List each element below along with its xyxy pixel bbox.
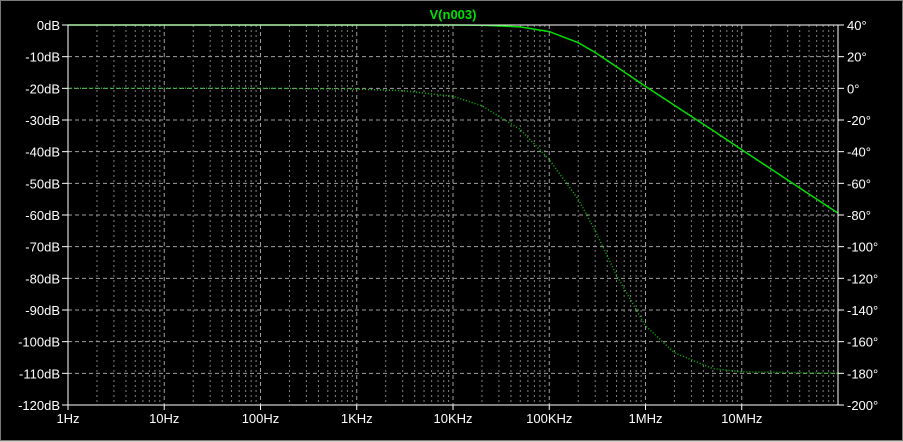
right-tick-label: 40° [847, 18, 867, 33]
right-tick-label: -140° [847, 303, 878, 318]
x-tick-label: 10Hz [149, 411, 179, 426]
left-tick-label: -40dB [25, 145, 60, 160]
grid-lines [67, 24, 838, 406]
left-tick-label: -50dB [25, 176, 60, 191]
x-tick-label: 1MHz [629, 411, 663, 426]
x-tick-label: 100Hz [242, 411, 280, 426]
x-tick-label: 10MHz [721, 411, 762, 426]
left-tick-label: 0dB [37, 18, 60, 33]
left-tick-label: -110dB [19, 366, 60, 381]
x-axis-ticks: 1Hz 10Hz 100Hz 1KHz 10KHz 100KHz 1MHz 10MHz [56, 405, 762, 426]
left-tick-label: -60dB [25, 208, 60, 223]
left-tick-label: -30dB [25, 113, 60, 128]
trace-label[interactable]: V(n003) [430, 7, 477, 22]
right-tick-label: -180° [847, 366, 878, 381]
right-tick-label: -60° [847, 176, 871, 191]
right-axis-ticks: 40° 20° 0° -20° -40° -60° -80° -100° -120° -140° -… [838, 18, 878, 413]
left-tick-label: -100dB [18, 335, 60, 350]
left-tick-label: -80dB [25, 271, 60, 286]
right-tick-label: -40° [847, 145, 871, 160]
left-tick-label: -10dB [25, 50, 60, 65]
left-tick-label: -20dB [25, 81, 60, 96]
right-tick-label: -20° [847, 113, 871, 128]
left-axis-ticks: 0dB -10dB -20dB -30dB -40dB -50dB -60dB -70dB -8… [18, 18, 68, 413]
left-tick-label: -90dB [25, 303, 60, 318]
right-tick-label: -100° [847, 240, 878, 255]
right-tick-label: -120° [847, 271, 878, 286]
x-tick-label: 100KHz [526, 411, 572, 426]
right-tick-label: -80° [847, 208, 871, 223]
left-tick-label: -70dB [25, 240, 60, 255]
x-tick-label: 1Hz [56, 411, 79, 426]
x-tick-label: 1KHz [341, 411, 373, 426]
right-tick-label: 20° [847, 50, 867, 65]
right-tick-label: -160° [847, 335, 878, 350]
right-tick-label: 0° [847, 81, 859, 96]
x-tick-label: 10KHz [433, 411, 472, 426]
left-tick-label: -120dB [18, 398, 60, 413]
right-tick-label: -200° [847, 398, 878, 413]
